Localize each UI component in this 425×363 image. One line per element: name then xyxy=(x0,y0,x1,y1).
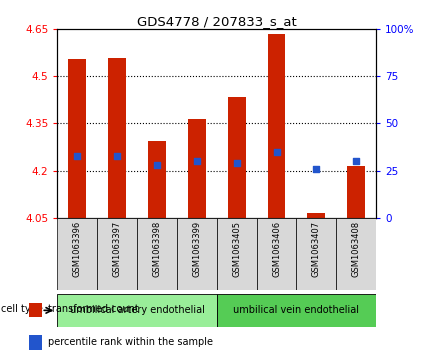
Text: percentile rank within the sample: percentile rank within the sample xyxy=(48,337,213,347)
Text: GSM1063406: GSM1063406 xyxy=(272,221,281,277)
Text: transformed count: transformed count xyxy=(48,304,139,314)
Point xyxy=(193,158,200,164)
Bar xyxy=(188,119,206,218)
Bar xyxy=(97,218,137,290)
Text: GSM1063408: GSM1063408 xyxy=(352,221,361,277)
Bar xyxy=(228,97,246,218)
Bar xyxy=(296,218,336,290)
Point xyxy=(153,162,160,168)
Bar xyxy=(268,34,286,218)
Bar xyxy=(68,59,86,218)
Text: cell type: cell type xyxy=(1,304,43,314)
Point xyxy=(74,152,81,158)
Point xyxy=(233,160,240,166)
Bar xyxy=(177,218,217,290)
Bar xyxy=(29,335,42,350)
Bar xyxy=(307,213,325,218)
Text: GSM1063398: GSM1063398 xyxy=(153,221,162,277)
Bar xyxy=(217,294,376,327)
Title: GDS4778 / 207833_s_at: GDS4778 / 207833_s_at xyxy=(137,15,297,28)
Bar xyxy=(108,58,126,218)
Text: GSM1063399: GSM1063399 xyxy=(193,221,201,277)
Bar xyxy=(137,218,177,290)
Bar xyxy=(57,294,217,327)
Bar xyxy=(148,141,166,218)
Bar xyxy=(57,218,97,290)
Point xyxy=(273,149,280,155)
Bar xyxy=(336,218,376,290)
Point xyxy=(353,158,360,164)
Point xyxy=(313,166,320,172)
Text: GSM1063397: GSM1063397 xyxy=(113,221,122,277)
Bar xyxy=(217,218,257,290)
Text: GSM1063396: GSM1063396 xyxy=(73,221,82,277)
Bar xyxy=(347,166,365,218)
Text: GSM1063405: GSM1063405 xyxy=(232,221,241,277)
Text: umbilical vein endothelial: umbilical vein endothelial xyxy=(233,305,360,315)
Text: umbilical artery endothelial: umbilical artery endothelial xyxy=(70,305,204,315)
Point xyxy=(114,152,121,158)
Text: GSM1063407: GSM1063407 xyxy=(312,221,321,277)
Bar xyxy=(257,218,296,290)
Bar xyxy=(29,302,42,317)
